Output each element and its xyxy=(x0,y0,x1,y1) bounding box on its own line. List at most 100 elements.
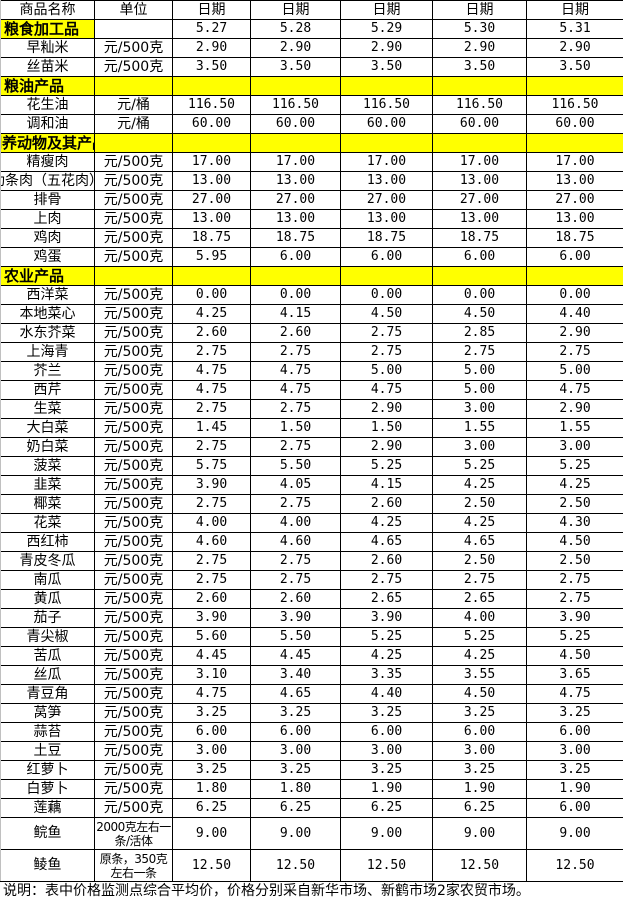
price-cell[interactable]: 13.00 xyxy=(250,209,341,229)
price-cell[interactable]: 2.75 xyxy=(250,494,341,514)
date-cell[interactable] xyxy=(432,133,527,153)
date-cell[interactable]: 5.31 xyxy=(526,19,623,39)
price-cell[interactable]: 13.00 xyxy=(432,209,527,229)
item-unit[interactable]: 元/500克 xyxy=(94,551,173,571)
price-cell[interactable]: 4.25 xyxy=(432,475,527,495)
price-cell[interactable]: 2.50 xyxy=(526,494,623,514)
item-unit[interactable]: 元/500克 xyxy=(94,798,173,818)
price-cell[interactable]: 6.00 xyxy=(432,722,527,742)
price-cell[interactable]: 1.50 xyxy=(340,418,433,438)
price-cell[interactable]: 3.65 xyxy=(526,665,623,685)
item-name[interactable]: 土豆 xyxy=(0,741,95,761)
price-cell[interactable]: 17.00 xyxy=(340,152,433,172)
price-cell[interactable]: 3.25 xyxy=(340,760,433,780)
price-cell[interactable]: 3.00 xyxy=(172,741,251,761)
date-cell[interactable] xyxy=(250,266,341,286)
price-cell[interactable]: 2.75 xyxy=(172,494,251,514)
header-date[interactable]: 日期 xyxy=(340,0,433,20)
price-cell[interactable]: 1.90 xyxy=(340,779,433,799)
price-cell[interactable]: 2.65 xyxy=(340,589,433,609)
price-cell[interactable]: 3.25 xyxy=(340,703,433,723)
price-cell[interactable]: 3.00 xyxy=(526,437,623,457)
price-cell[interactable]: 2.90 xyxy=(340,399,433,419)
price-cell[interactable]: 9.00 xyxy=(526,817,623,850)
category-unit[interactable] xyxy=(94,133,173,153)
price-cell[interactable]: 3.25 xyxy=(172,760,251,780)
date-cell[interactable] xyxy=(340,76,433,96)
item-name[interactable]: 调和油 xyxy=(0,114,95,134)
price-cell[interactable]: 13.00 xyxy=(172,209,251,229)
price-cell[interactable]: 2.90 xyxy=(432,38,527,58)
price-cell[interactable]: 2.75 xyxy=(250,551,341,571)
date-cell[interactable] xyxy=(432,266,527,286)
price-cell[interactable]: 4.25 xyxy=(172,304,251,324)
date-cell[interactable] xyxy=(340,133,433,153)
price-cell[interactable]: 3.90 xyxy=(340,608,433,628)
item-unit[interactable]: 元/500克 xyxy=(94,152,173,172)
item-name[interactable]: 花生油 xyxy=(0,95,95,115)
price-cell[interactable]: 4.30 xyxy=(526,513,623,533)
price-cell[interactable]: 4.75 xyxy=(526,380,623,400)
date-cell[interactable] xyxy=(526,76,623,96)
price-cell[interactable]: 4.50 xyxy=(526,532,623,552)
item-unit[interactable]: 元/500克 xyxy=(94,684,173,704)
header-date[interactable]: 日期 xyxy=(432,0,527,20)
price-cell[interactable]: 4.25 xyxy=(340,646,433,666)
price-cell[interactable]: 1.55 xyxy=(432,418,527,438)
price-cell[interactable]: 2.75 xyxy=(526,342,623,362)
price-cell[interactable]: 5.00 xyxy=(526,361,623,381)
price-cell[interactable]: 4.50 xyxy=(432,304,527,324)
price-cell[interactable]: 4.25 xyxy=(340,513,433,533)
item-unit[interactable]: 元/500克 xyxy=(94,247,173,267)
price-cell[interactable]: 4.00 xyxy=(432,608,527,628)
item-name[interactable]: 排骨 xyxy=(0,190,95,210)
price-cell[interactable]: 3.50 xyxy=(250,57,341,77)
price-cell[interactable]: 13.00 xyxy=(432,171,527,191)
item-unit[interactable]: 元/500克 xyxy=(94,608,173,628)
item-name[interactable]: 西芹 xyxy=(0,380,95,400)
item-name[interactable]: 丝瓜 xyxy=(0,665,95,685)
price-cell[interactable]: 2.90 xyxy=(526,38,623,58)
price-cell[interactable]: 27.00 xyxy=(526,190,623,210)
item-name[interactable]: 青皮冬瓜 xyxy=(0,551,95,571)
price-cell[interactable]: 5.25 xyxy=(340,627,433,647)
price-cell[interactable]: 3.00 xyxy=(250,741,341,761)
price-cell[interactable]: 27.00 xyxy=(250,190,341,210)
item-unit[interactable]: 元/500克 xyxy=(94,57,173,77)
price-cell[interactable]: 60.00 xyxy=(340,114,433,134)
price-cell[interactable]: 0.00 xyxy=(172,285,251,305)
price-cell[interactable]: 3.90 xyxy=(250,608,341,628)
price-cell[interactable]: 17.00 xyxy=(250,152,341,172)
item-name[interactable]: 大白菜 xyxy=(0,418,95,438)
price-cell[interactable]: 4.75 xyxy=(172,684,251,704)
price-cell[interactable]: 2.75 xyxy=(432,570,527,590)
price-cell[interactable]: 6.25 xyxy=(340,798,433,818)
price-cell[interactable]: 3.25 xyxy=(172,703,251,723)
price-cell[interactable]: 0.00 xyxy=(250,285,341,305)
price-cell[interactable]: 3.25 xyxy=(526,760,623,780)
item-name[interactable]: 花菜 xyxy=(0,513,95,533)
price-cell[interactable]: 12.50 xyxy=(172,849,251,882)
price-cell[interactable]: 116.50 xyxy=(172,95,251,115)
date-cell[interactable]: 5.28 xyxy=(250,19,341,39)
item-name[interactable]: 青尖椒 xyxy=(0,627,95,647)
price-cell[interactable]: 3.90 xyxy=(172,475,251,495)
price-cell[interactable]: 6.00 xyxy=(526,798,623,818)
price-cell[interactable]: 5.50 xyxy=(250,456,341,476)
price-cell[interactable]: 4.75 xyxy=(172,361,251,381)
price-cell[interactable]: 6.00 xyxy=(340,247,433,267)
item-name[interactable]: 鸡肉 xyxy=(0,228,95,248)
price-cell[interactable]: 2.75 xyxy=(172,437,251,457)
price-cell[interactable]: 0.00 xyxy=(432,285,527,305)
category-name[interactable]: 粮油产品 xyxy=(0,76,95,96)
price-cell[interactable]: 0.00 xyxy=(526,285,623,305)
item-unit[interactable]: 元/500克 xyxy=(94,589,173,609)
price-cell[interactable]: 2.75 xyxy=(172,342,251,362)
item-unit[interactable]: 元/500克 xyxy=(94,703,173,723)
item-name[interactable]: 上海青 xyxy=(0,342,95,362)
price-cell[interactable]: 5.00 xyxy=(432,380,527,400)
item-unit[interactable]: 2000克左右一条/活体 xyxy=(94,817,173,850)
item-name[interactable]: 西洋菜 xyxy=(0,285,95,305)
item-unit[interactable]: 元/500克 xyxy=(94,532,173,552)
item-name[interactable]: 芥兰 xyxy=(0,361,95,381)
